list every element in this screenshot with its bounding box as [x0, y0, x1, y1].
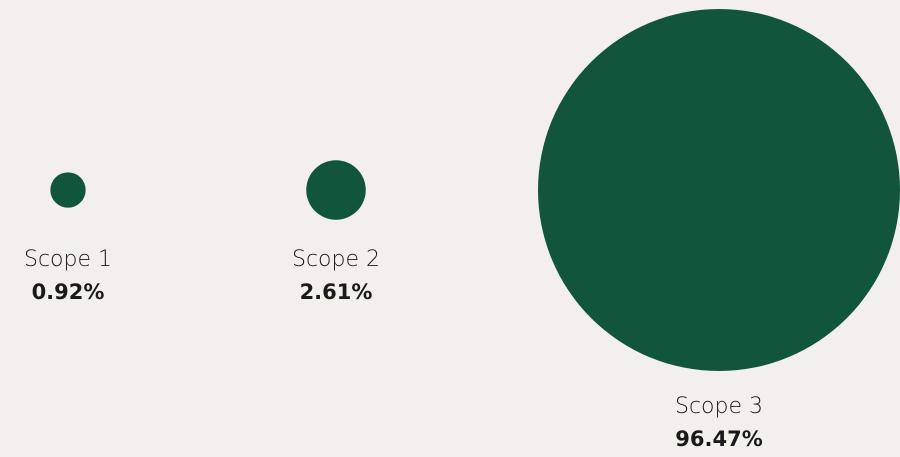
category-label: Scope 2: [292, 247, 380, 272]
category-label: Scope 3: [675, 394, 763, 419]
value-label: 0.92%: [32, 280, 105, 304]
bubble: [50, 172, 86, 208]
value-label: 96.47%: [675, 427, 762, 451]
category-label: Scope 1: [24, 247, 112, 272]
bubble: [538, 9, 900, 371]
bubble: [306, 160, 366, 220]
value-label: 2.61%: [300, 280, 373, 304]
